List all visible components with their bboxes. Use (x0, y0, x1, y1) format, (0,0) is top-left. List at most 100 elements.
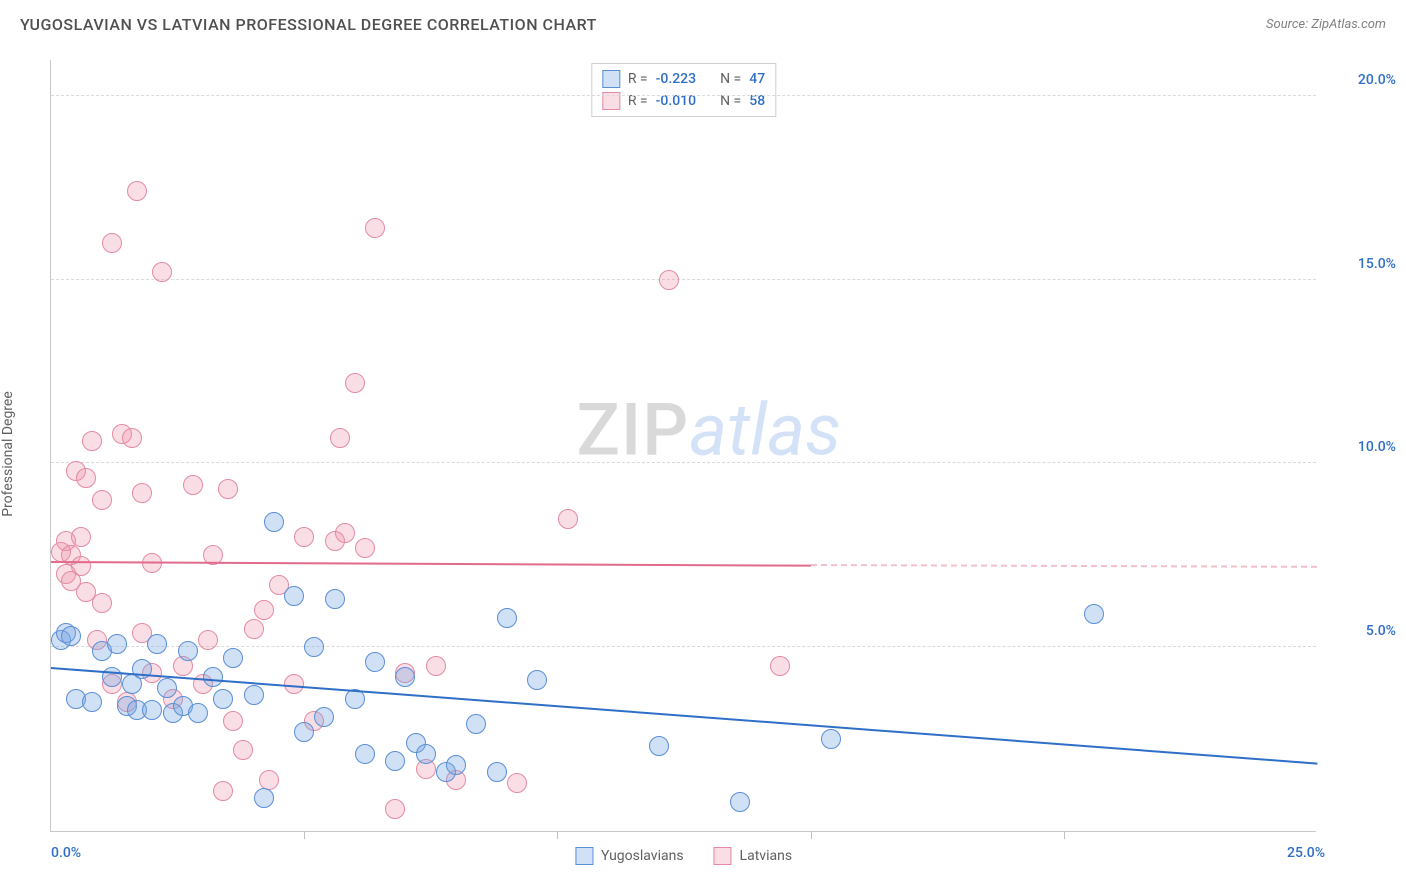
yugoslavian-point (304, 637, 324, 657)
latvian-point (770, 656, 790, 676)
yugoslavian-point (157, 678, 177, 698)
yugoslavian-point (466, 714, 486, 734)
yugoslavian-point (527, 670, 547, 690)
yugoslavian-point (385, 751, 405, 771)
latvian-point (122, 428, 142, 448)
y-tick-label: 15.0% (1358, 256, 1396, 272)
yugoslavian-point (497, 608, 517, 628)
legend-item: Yugoslavians (575, 847, 684, 865)
legend-item: Latvians (714, 847, 793, 865)
watermark: ZIPatlas (576, 388, 841, 473)
series-legend: Yugoslavians Latvians (575, 847, 792, 865)
x-tick-label: 0.0% (51, 845, 81, 861)
yugoslavian-point (203, 667, 223, 687)
latvian-trend (51, 561, 811, 567)
yugoslavian-point (213, 689, 233, 709)
yugoslavian-point (355, 744, 375, 764)
stat-legend: R = -0.223 N = 47 R =-0.010N =58 (591, 63, 776, 117)
latvian-point (330, 428, 350, 448)
watermark-zip: ZIP (576, 388, 689, 473)
gridline (51, 95, 1316, 96)
y-axis-label: Professional Degree (0, 391, 16, 517)
yugoslavian-point (178, 641, 198, 661)
yugoslavian-point (365, 652, 385, 672)
latvian-point (152, 262, 172, 282)
latvian-point (233, 740, 253, 760)
x-tick-label: 25.0% (1287, 845, 1325, 861)
yugoslavian-point (188, 703, 208, 723)
n-label: N = (720, 71, 741, 87)
latvian-point (254, 600, 274, 620)
latvian-point (218, 479, 238, 499)
yugoslavian-point (487, 762, 507, 782)
latvian-trend-extrapolated (811, 564, 1317, 568)
latvian-point (345, 373, 365, 393)
yugoslavian-point (294, 722, 314, 742)
gridline (51, 279, 1316, 280)
latvian-point (426, 656, 446, 676)
legend-label: Latvians (740, 848, 793, 864)
yugoslavian-point (107, 634, 127, 654)
x-tick (811, 831, 812, 839)
yugoslavian-point (82, 692, 102, 712)
legend-label: Yugoslavians (601, 848, 684, 864)
latvian-point (558, 509, 578, 529)
r-value: -0.223 (656, 71, 696, 87)
yugoslavian-point (649, 736, 669, 756)
yugoslavian-point (254, 788, 274, 808)
yugoslavian-point (446, 755, 466, 775)
latvian-point (127, 181, 147, 201)
yugoslavian-point (1084, 604, 1104, 624)
latvian-point (365, 218, 385, 238)
yugoslavian-point (223, 648, 243, 668)
yugoslavian-point (821, 729, 841, 749)
x-tick (557, 831, 558, 839)
yugoslavian-point (244, 685, 264, 705)
latvian-point (223, 711, 243, 731)
latvian-point (132, 483, 152, 503)
gridline (51, 462, 1316, 463)
yugoslavian-point (395, 667, 415, 687)
x-tick (1064, 831, 1065, 839)
legend-swatch (575, 847, 593, 865)
latvian-point (507, 773, 527, 793)
legend-row: R = -0.223 N = 47 (602, 68, 765, 90)
scatter-plot: ZIPatlas R =-0.223N =47R =-0.010N =58 Yu… (50, 60, 1316, 832)
chart-title: YUGOSLAVIAN VS LATVIAN PROFESSIONAL DEGR… (20, 15, 597, 34)
yugoslavian-point (416, 744, 436, 764)
watermark-atlas: atlas (689, 388, 841, 473)
y-tick-label: 5.0% (1366, 623, 1396, 639)
legend-row: R =-0.010N =58 (602, 90, 765, 112)
yugoslavian-point (147, 634, 167, 654)
yugoslavian-point (264, 512, 284, 532)
yugoslavian-point (142, 700, 162, 720)
yugoslavian-point (730, 792, 750, 812)
y-tick-label: 20.0% (1358, 72, 1396, 88)
latvian-point (294, 527, 314, 547)
latvian-point (102, 233, 122, 253)
latvian-point (92, 490, 112, 510)
latvian-point (183, 475, 203, 495)
latvian-point (92, 593, 112, 613)
yugoslavian-point (284, 586, 304, 606)
legend-swatch (714, 847, 732, 865)
yugoslavian-point (102, 667, 122, 687)
y-tick-label: 10.0% (1358, 439, 1396, 455)
gridline (51, 646, 1316, 647)
latvian-point (213, 781, 233, 801)
yugoslavian-point (325, 589, 345, 609)
yugoslavian-point (61, 626, 81, 646)
latvian-point (71, 556, 91, 576)
latvian-point (76, 468, 96, 488)
latvian-point (355, 538, 375, 558)
n-value: 47 (749, 71, 765, 87)
latvian-point (659, 270, 679, 290)
x-tick (304, 831, 305, 839)
latvian-point (259, 770, 279, 790)
latvian-point (385, 799, 405, 819)
latvian-point (244, 619, 264, 639)
yugoslavian-point (314, 707, 334, 727)
legend-swatch (602, 70, 620, 88)
source-attribution: Source: ZipAtlas.com (1266, 17, 1386, 32)
r-label: R = (628, 71, 648, 87)
